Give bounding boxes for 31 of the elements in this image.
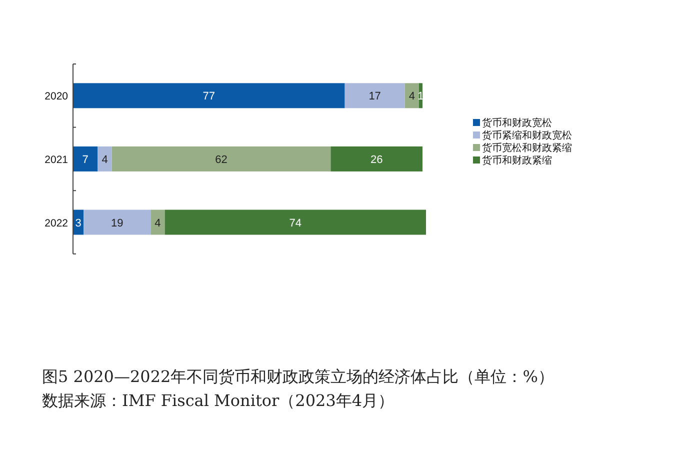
legend-label: 货币和财政宽松 [482,117,552,129]
y-tick-label: 2022 [44,217,68,230]
data-label: 4 [408,90,415,103]
data-label: 17 [368,90,381,103]
bar [150,210,165,235]
y-tick-label: 2020 [44,90,68,103]
bar [98,146,112,172]
legend-label: 货币和财政紧缩 [482,154,552,166]
bar [73,83,345,108]
data-label: 19 [111,217,124,230]
data-label: 7 [82,154,88,166]
source-note: 数据来源：IMF Fiscal Monitor（2023年4月） [42,391,394,410]
bar [164,210,426,235]
text: 图5 2020—2022年不同货币和财政政策立场的经济体占比（单位：%） [42,367,554,386]
bar [344,83,405,108]
bar [73,146,98,172]
data-label: 74 [289,217,302,230]
y-tick-label: 2021 [44,154,68,166]
legend-label: 货币宽松和财政紧缩 [482,142,572,154]
bar [330,146,422,172]
data-label: 62 [215,154,228,166]
data-label: 3 [75,217,82,230]
bar [112,146,331,172]
data-label: 26 [370,154,383,166]
bar [404,83,419,108]
legend-label: 货币紧缩和财政宽松 [482,130,572,142]
data-label: 1 [418,90,424,103]
bar [84,210,151,235]
data-label: 77 [202,90,216,103]
data-label: 4 [102,154,108,166]
data-label: 4 [154,217,161,230]
